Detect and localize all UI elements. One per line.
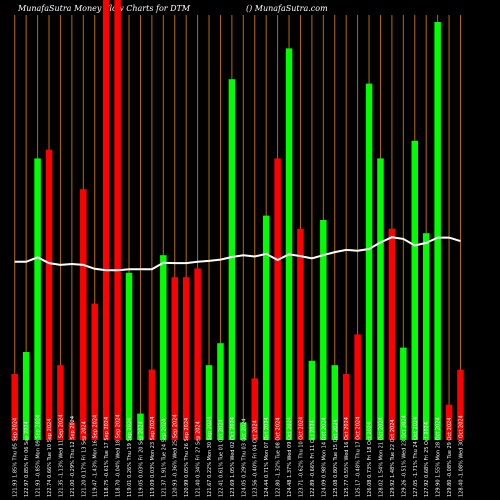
- x-tick-label: 128.40 -1.08% Wed 30 Oct 2024: [458, 415, 464, 497]
- x-tick-label: 125.08 0.80% Tue 15 Oct 2024: [333, 419, 339, 497]
- x-tick-label: 123.69 1.05% Wed 02 Oct 2024: [230, 417, 236, 497]
- x-tick-label: 123.56 -0.40% Fri 04 Oct 2024: [253, 420, 259, 497]
- x-tick-label: 122.41 0.61% Tue 01 Oct 2024: [218, 419, 224, 497]
- bar: [160, 255, 167, 440]
- x-tick-label: 124.05 0.29% Thu 03 Oct 2024: [241, 419, 247, 497]
- bar: [411, 140, 419, 441]
- bar: [377, 158, 384, 440]
- x-tick-label: 122.89 -0.66% Fri 11 Oct 2024: [310, 420, 316, 497]
- bar: [194, 268, 201, 440]
- bar: [342, 374, 350, 440]
- bar: [57, 365, 64, 440]
- bar: [80, 189, 87, 440]
- bar: [434, 22, 441, 440]
- x-tick-label: 119.05 0.03% Fri 20 Sep 2024: [138, 421, 144, 497]
- x-tick-label: 121.35 -1.13% Wed 11 Sep 2024: [58, 414, 64, 497]
- x-tick-label: 121.93 1.85% Thu 05 Sep 2024: [13, 418, 19, 497]
- x-tick-label: 124.09 0.98% Mon 14 Oct 2024: [321, 417, 327, 497]
- x-tick-label: 121.37 1.91% Tue 24 Sep 2024: [161, 419, 167, 497]
- bar: [45, 149, 53, 440]
- bar: [320, 220, 327, 440]
- bar: [354, 334, 361, 440]
- bar: [297, 228, 304, 440]
- x-tick-label: 122.97 0.85% Fri 06 Sep 2024: [24, 421, 30, 497]
- x-tick-label: 121.40 0.34% Fri 27 Sep 2024: [196, 421, 202, 497]
- bar: [68, 422, 76, 440]
- bar: [285, 48, 293, 441]
- x-tick-label: 121.93 -0.85% Mon 09 Sep 2024: [36, 415, 42, 497]
- x-tick-label: 119.47 -1.43% Mon 16 Sep 2024: [93, 415, 99, 497]
- bar: [365, 83, 373, 440]
- x-tick-label: 129.92 1.48% Tue 22 Oct 2024: [390, 419, 396, 497]
- bar: [251, 378, 258, 440]
- x-tick-label: 121.00 -0.29% Thu 12 Sep 2024: [70, 416, 76, 497]
- x-tick-label: 120.93 -0.36% Wed 25 Sep 2024: [173, 414, 179, 497]
- bar: [22, 352, 30, 440]
- bar: [102, 0, 110, 440]
- bar: [137, 413, 144, 440]
- bar: [91, 303, 98, 440]
- x-tick-label: 122.74 0.66% Tue 10 Sep 2024: [47, 419, 53, 497]
- x-tick-label: 120.99 0.05% Thu 26 Sep 2024: [184, 418, 190, 497]
- x-tick-labels: 121.93 1.85% Thu 05 Sep 2024 122.97 0.85%…: [13, 414, 465, 497]
- bars: [11, 0, 464, 441]
- bar: [274, 158, 281, 440]
- bar: [205, 365, 213, 440]
- x-tick-label: 121.67 0.22% Mon 30 Sep 2024: [207, 417, 213, 497]
- bar: [11, 374, 18, 440]
- x-tick-label: 129.90 1.55% Mon 28 Oct 2024: [436, 417, 442, 497]
- x-tick-label: 124.48 1.37% Wed 09 Oct 2024: [287, 417, 293, 497]
- x-tick-label: 129.80 -0.08% Tue 29 Oct 2024: [447, 418, 453, 497]
- bar: [171, 277, 178, 440]
- bar: [182, 277, 190, 440]
- bar: [228, 79, 236, 440]
- x-tick-label: 124.44 0.71% Mon 07 Oct 2024: [264, 417, 270, 497]
- x-tick-label: 119.01 0.26% Thu 19 Sep 2024: [127, 418, 133, 497]
- price-line: [14, 236, 461, 272]
- x-tick-label: 129.26 -0.51% Wed 23 Oct 2024: [401, 415, 407, 497]
- x-tick-label: 127.92 0.68% Fri 25 Oct 2024: [424, 422, 430, 497]
- bar: [422, 233, 430, 440]
- x-tick-label: 121.20 0.17% Fri 13 Sep 2024: [81, 421, 87, 497]
- bar: [34, 158, 41, 440]
- x-tick-label: 125.77 0.55% Wed 16 Oct 2024: [344, 417, 350, 497]
- x-tick-label: 119.09 0.03% Mon 23 Sep 2024: [150, 417, 156, 497]
- bar: [388, 228, 396, 440]
- bar: [114, 0, 121, 440]
- x-tick-label: 128.02 1.54% Mon 21 Oct 2024: [378, 417, 384, 497]
- bar: [262, 215, 270, 440]
- x-tick-label: 118.75 -0.61% Tue 17 Sep 2024: [104, 417, 110, 497]
- bar: [445, 404, 453, 440]
- bar: [240, 422, 247, 440]
- bar: [148, 369, 156, 440]
- bar: [217, 343, 224, 440]
- bar: [400, 347, 407, 440]
- bar: [331, 365, 339, 440]
- bar: [308, 360, 316, 440]
- x-tick-label: 127.05 -1.71% Thu 24 Oct 2024: [413, 417, 419, 497]
- bar: [457, 369, 464, 440]
- bar: [125, 272, 133, 440]
- x-tick-label: 126.08 0.73% Fri 18 Oct 2024: [367, 422, 373, 497]
- x-tick-label: 123.71 -0.62% Thu 10 Oct 2024: [298, 417, 304, 497]
- site-name: () MunafaSutra.com: [246, 4, 328, 13]
- x-tick-label: 125.17 -0.48% Thu 17 Oct 2024: [356, 417, 362, 497]
- x-tick-label: 122.80 -1.32% Tue 08 Oct 2024: [276, 418, 282, 497]
- x-tick-label: 118.70 -0.04% Wed 18 Sep 2024: [116, 414, 122, 497]
